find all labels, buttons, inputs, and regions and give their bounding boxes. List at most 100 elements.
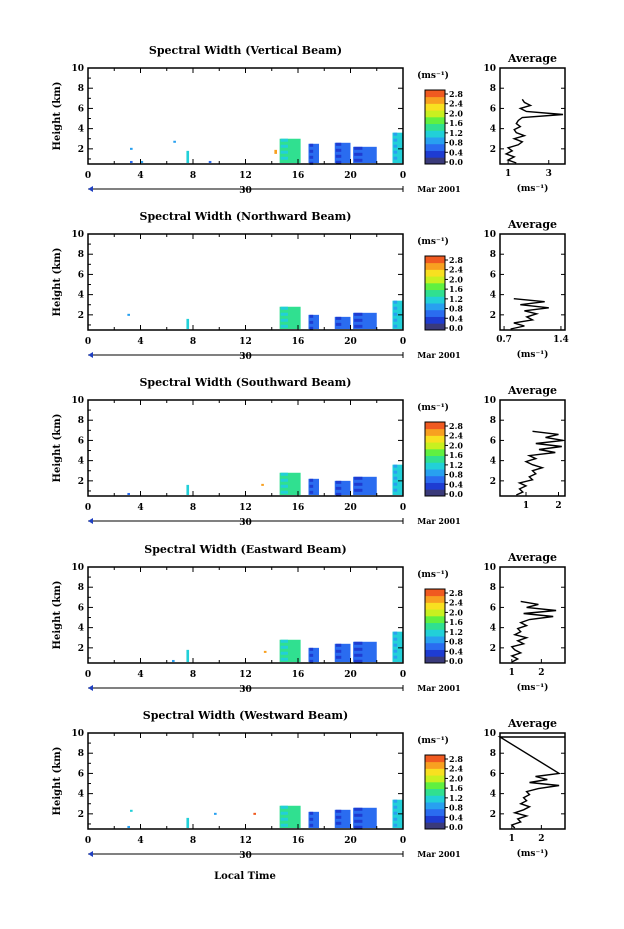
colorbar-tick-label: 0.8 (449, 304, 463, 314)
echo-patch (334, 809, 351, 828)
echo-cell (354, 482, 363, 486)
colorbar-swatch (425, 455, 445, 463)
colorbar-swatch (425, 788, 445, 796)
echo-cell (335, 480, 342, 484)
colorbar-swatch (425, 256, 445, 264)
echo-patch (186, 817, 190, 828)
echo-cell (309, 647, 314, 651)
average-y-tick-label: 2 (490, 145, 496, 155)
average-title: Average (507, 52, 557, 65)
colorbar-frame (424, 754, 446, 830)
echo-patch (334, 142, 351, 164)
average-panel: Average 2 4 6 8 10 1 3 (ms⁻¹) (483, 52, 566, 194)
echo-cell (308, 314, 319, 329)
echo-cell (393, 300, 398, 304)
colorbar-swatch (425, 602, 445, 610)
echo-cell (280, 324, 288, 328)
x-tick-label: 4 (137, 670, 143, 680)
x-tick-label: 12 (239, 337, 252, 347)
x-tick-label: 16 (292, 836, 305, 846)
colorbar-swatch (425, 482, 445, 490)
colorbar-swatch (425, 795, 445, 803)
echo-patch (392, 631, 403, 662)
x-tick-label: 0 (400, 503, 406, 513)
echo-patch (353, 807, 377, 829)
y-tick-label: 10 (71, 64, 84, 74)
colorbar: (ms⁻¹) 0.00.40.81.21.62.02.42.8 (417, 569, 463, 666)
echo-cell (335, 148, 342, 152)
echo-cell (393, 488, 398, 492)
colorbar-swatch (425, 143, 445, 151)
echo-cell (354, 653, 363, 657)
echo-cell (334, 316, 351, 329)
date-bar-start-marker (88, 685, 93, 691)
colorbar-frame (424, 588, 446, 664)
echo-cell (309, 823, 314, 827)
echo-cell (334, 480, 351, 495)
y-tick-label: 2 (78, 145, 84, 155)
echo-cell (309, 653, 314, 657)
average-x-tick-label: 0.7 (496, 335, 512, 345)
echo-cell (392, 464, 403, 495)
average-x-label: (ms⁻¹) (517, 349, 549, 360)
x-tick-label: 8 (190, 337, 196, 347)
echo-patch (186, 649, 190, 662)
echo-cell (393, 811, 398, 815)
echo-cell (309, 659, 314, 663)
average-title: Average (507, 551, 557, 564)
echo-cell (280, 645, 288, 649)
y-tick-label: 6 (78, 436, 84, 446)
colorbar-tick-label: 1.2 (449, 627, 463, 637)
echo-cell (354, 647, 363, 651)
average-x-tick-label: 2 (538, 668, 544, 678)
echo-cell (354, 488, 363, 492)
echo-cell (393, 306, 398, 310)
colorbar-swatch (425, 296, 445, 304)
echo-patch (274, 149, 277, 154)
x-tick-label: 8 (190, 836, 196, 846)
x-tick-label: 0 (85, 836, 91, 846)
colorbar-swatch (425, 775, 445, 783)
echo-cell (309, 478, 314, 482)
echo-cell (308, 478, 319, 495)
colorbar: (ms⁻¹) 0.00.40.81.21.62.02.42.8 (417, 236, 463, 333)
average-y-tick-label: 2 (490, 477, 496, 487)
average-y-tick-label: 10 (483, 729, 496, 739)
average-y-tick-label: 2 (490, 810, 496, 820)
colorbar-swatch (425, 489, 445, 497)
colorbar-tick-label: 1.6 (449, 118, 463, 128)
colorbar-swatch (425, 649, 445, 657)
echo-cell (279, 639, 301, 662)
echo-cell (279, 306, 301, 329)
colorbar-swatch (425, 90, 445, 98)
x-tick-label: 16 (292, 171, 305, 181)
y-tick-label: 6 (78, 603, 84, 613)
echo-patch (214, 812, 217, 815)
echo-cell (214, 812, 217, 815)
colorbar-tick-label: 2.0 (449, 274, 463, 284)
echo-patch (140, 160, 144, 163)
echo-cell (354, 158, 363, 162)
echo-cell (309, 314, 314, 318)
date-bar-start-marker (88, 518, 93, 524)
echo-patch (334, 316, 351, 329)
colorbar-tick-label: 1.6 (449, 450, 463, 460)
panel-title: Spectral Width (Southward Beam) (139, 376, 351, 389)
y-tick-label: 2 (78, 311, 84, 321)
colorbar-swatch (425, 609, 445, 617)
y-tick-label: 2 (78, 810, 84, 820)
average-x-tick-label: 1.4 (553, 335, 569, 345)
colorbar-tick-label: 0.0 (449, 656, 463, 666)
echo-patch (279, 805, 301, 828)
echo-patch (334, 480, 351, 496)
x-tick-label: 4 (137, 337, 143, 347)
echo-cell (309, 143, 314, 147)
echo-patch (130, 160, 133, 163)
x-tick-label: 20 (344, 670, 357, 680)
colorbar-tick-label: 0.8 (449, 138, 463, 148)
echo-patch (392, 464, 403, 495)
colorbar-swatch (425, 103, 445, 111)
y-tick-label: 10 (71, 396, 84, 406)
echo-patch (279, 639, 301, 662)
